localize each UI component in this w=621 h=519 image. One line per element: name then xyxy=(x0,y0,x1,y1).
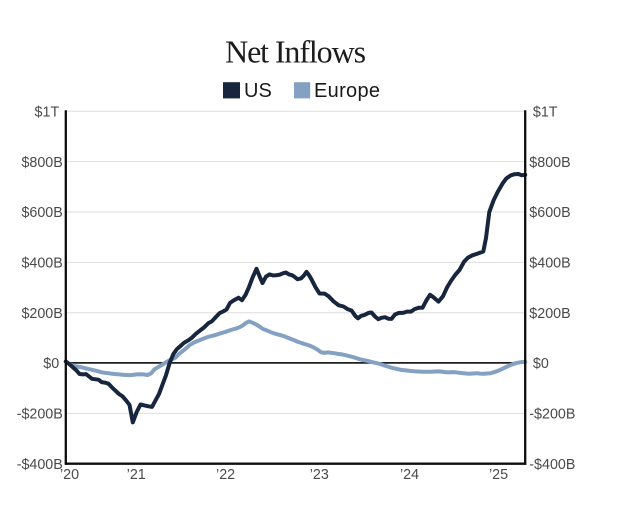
svg-text:’20: ’20 xyxy=(60,467,79,483)
svg-text:-$400B: -$400B xyxy=(529,457,575,473)
svg-text:$0: $0 xyxy=(533,356,549,372)
svg-text:’22: ’22 xyxy=(216,467,235,483)
svg-text:$600B: $600B xyxy=(21,205,62,221)
svg-text:Europe: Europe xyxy=(314,80,380,102)
svg-text:-$400B: -$400B xyxy=(17,457,63,473)
svg-text:’25: ’25 xyxy=(489,467,508,483)
svg-text:$0: $0 xyxy=(43,356,59,372)
svg-text:$200B: $200B xyxy=(529,306,570,322)
svg-text:$800B: $800B xyxy=(529,155,570,171)
svg-text:$400B: $400B xyxy=(529,256,570,272)
svg-text:$200B: $200B xyxy=(21,306,62,322)
svg-text:$1T: $1T xyxy=(35,105,60,121)
svg-text:-$200B: -$200B xyxy=(529,407,575,423)
svg-text:$600B: $600B xyxy=(529,205,570,221)
svg-text:’21: ’21 xyxy=(127,467,146,483)
svg-text:$400B: $400B xyxy=(21,256,62,272)
svg-text:US: US xyxy=(244,80,272,102)
svg-text:’23: ’23 xyxy=(310,467,329,483)
svg-text:’24: ’24 xyxy=(400,467,419,483)
svg-text:-$200B: -$200B xyxy=(17,407,63,423)
svg-text:Net Inflows: Net Inflows xyxy=(225,34,366,70)
svg-text:$800B: $800B xyxy=(21,155,62,171)
svg-text:$1T: $1T xyxy=(533,105,558,121)
